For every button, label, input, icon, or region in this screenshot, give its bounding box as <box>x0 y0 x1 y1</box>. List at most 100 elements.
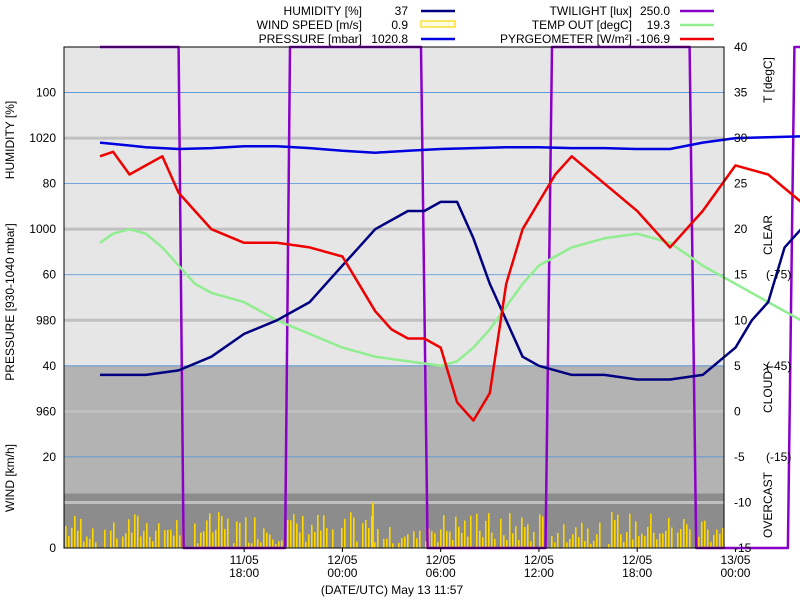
wind-speed-bar <box>527 524 529 548</box>
wind-speed-bar <box>479 530 481 548</box>
wind-speed-bar <box>269 534 271 548</box>
wind-speed-bar <box>581 522 583 548</box>
wind-speed-bar <box>662 533 664 548</box>
wind-speed-bar <box>332 529 334 548</box>
wind-speed-bar <box>65 526 67 548</box>
wind-speed-bar <box>542 516 544 548</box>
wind-speed-bar <box>389 527 391 548</box>
wind-speed-bar <box>86 536 88 548</box>
wind-speed-bar <box>200 532 202 548</box>
left-axis-tick: 40 <box>43 359 57 373</box>
wind-speed-bar <box>665 530 667 548</box>
wind-speed-bar <box>374 542 376 548</box>
wind-speed-bar <box>653 532 655 548</box>
pressure-axis-title: PRESSURE [930-1040 mbar] <box>3 223 17 380</box>
wind-speed-bar <box>302 515 304 548</box>
cloud-axis-tick: (-45) <box>766 359 791 373</box>
wind-speed-bar <box>128 519 130 548</box>
wind-speed-bar <box>500 518 502 548</box>
wind-speed-bar <box>425 541 427 548</box>
wind-speed-bar <box>530 541 532 548</box>
wind-speed-bar <box>125 533 127 548</box>
plot-frame <box>63 46 725 549</box>
wind-speed-bar <box>398 542 400 548</box>
wind-speed-bar <box>140 536 142 548</box>
wind-speed-bar <box>146 523 148 548</box>
wind-speed-bar <box>707 529 709 548</box>
wind-speed-bar <box>587 528 589 548</box>
wind-speed-bar <box>260 542 262 548</box>
wind-speed-bar <box>254 517 256 548</box>
wind-speed-bar <box>716 529 718 548</box>
wind-speed-bar <box>599 522 601 548</box>
temp-axis-tick: 35 <box>734 86 748 100</box>
wind-speed-bar <box>461 532 463 548</box>
wind-speed-bar <box>221 516 223 548</box>
legend-value-left: 0.9 <box>391 18 408 32</box>
temp-axis-tick: -5 <box>734 450 745 464</box>
wind-speed-bar <box>92 528 94 548</box>
wind-speed-bar <box>218 512 220 548</box>
wind-speed-bar <box>386 538 388 548</box>
wind-speed-bar <box>401 538 403 548</box>
wind-speed-bar <box>71 527 73 548</box>
wind-speed-bar <box>491 532 493 548</box>
wind-speed-bar <box>413 531 415 548</box>
wind-speed-bar <box>701 521 703 548</box>
wind-speed-bar <box>638 536 640 548</box>
wind-speed-bar <box>305 541 307 548</box>
left-axis-tick: 1020 <box>29 131 56 145</box>
wind-speed-bar <box>122 536 124 548</box>
wind-speed-bar <box>563 524 565 548</box>
wind-speed-bar <box>113 522 115 548</box>
wind-speed-bar <box>173 535 175 548</box>
clear-axis-title: CLEAR <box>761 215 775 255</box>
wind-speed-bar <box>299 532 301 548</box>
wind-speed-bar <box>650 513 652 548</box>
wind-speed-bar <box>149 536 151 548</box>
wind-speed-bar <box>167 529 169 548</box>
wind-speed-bar <box>656 539 658 548</box>
wind-speed-bar <box>233 543 235 548</box>
wind-speed-bar <box>578 537 580 548</box>
wind-speed-bar <box>83 541 85 548</box>
wind-speed-bar <box>314 531 316 548</box>
wind-speed-bar <box>104 529 106 548</box>
temp-axis-tick: 20 <box>734 222 748 236</box>
wind-speed-bar <box>668 517 670 548</box>
temp-axis-tick: 0 <box>734 404 741 418</box>
wind-speed-bar <box>350 512 352 548</box>
wind-speed-bar <box>428 528 430 548</box>
wind-speed-bar <box>437 542 439 548</box>
legend-label-left: PRESSURE [mbar] <box>259 32 362 46</box>
temp-axis-tick: 40 <box>734 40 748 54</box>
left-axis-tick: 20 <box>43 450 57 464</box>
wind-speed-bar <box>443 515 445 548</box>
wind-speed-bar <box>569 538 571 548</box>
wind-speed-bar <box>212 532 214 548</box>
wind-speed-bar <box>170 529 172 548</box>
wind-speed-bar <box>368 527 370 548</box>
wind-speed-bar <box>575 527 577 548</box>
cloudy-axis-title: CLOUDY <box>761 363 775 413</box>
wind-speed-bar <box>506 539 508 548</box>
wind-speed-bar <box>446 531 448 548</box>
wind-speed-bar <box>416 538 418 548</box>
wind-speed-bar <box>554 542 556 548</box>
wind-speed-bar <box>392 543 394 548</box>
wind-speed-bar <box>176 520 178 548</box>
wind-speed-bar <box>317 515 319 548</box>
wind-speed-bar <box>371 502 374 548</box>
series-line-pyrgeometer <box>99 150 800 422</box>
wind-speed-bar <box>524 527 526 548</box>
wind-speed-bar <box>644 535 646 548</box>
wind-speed-bar <box>566 542 568 548</box>
wind-speed-bar <box>251 543 253 548</box>
wind-speed-bar <box>203 531 205 548</box>
wind-speed-bar <box>680 529 682 548</box>
legend-label-right: TWILIGHT [lux] <box>550 4 632 18</box>
wind-speed-bar <box>677 532 679 548</box>
x-tick-time: 00:00 <box>720 566 750 580</box>
wind-speed-bar <box>311 524 313 548</box>
wind-speed-bar <box>266 532 268 548</box>
